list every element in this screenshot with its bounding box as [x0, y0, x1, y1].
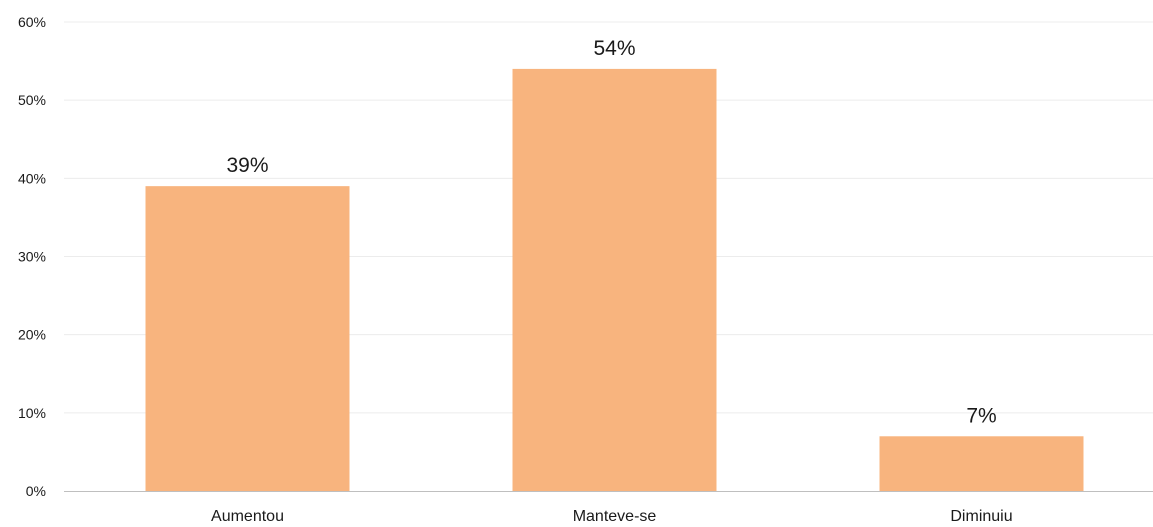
y-tick-label: 60% [18, 14, 46, 30]
x-tick-label: Manteve-se [573, 508, 657, 525]
bar [879, 436, 1084, 491]
y-tick-label: 20% [18, 327, 46, 343]
data-label: 54% [593, 37, 635, 60]
x-axis-ticks: Aumentou Manteve-se Diminuiu [211, 508, 1013, 525]
x-tick-label: Aumentou [211, 508, 284, 525]
data-labels: 39% 54% 7% [226, 37, 996, 427]
x-tick-label: Diminuiu [950, 508, 1012, 525]
y-tick-label: 50% [18, 92, 46, 108]
y-tick-label: 10% [18, 405, 46, 421]
y-tick-label: 0% [26, 483, 46, 499]
data-label: 7% [966, 404, 996, 427]
y-tick-label: 40% [18, 170, 46, 186]
y-tick-label: 30% [18, 249, 46, 265]
data-label: 39% [226, 154, 268, 177]
y-axis-ticks: 0% 10% 20% 30% 40% 50% 60% [18, 14, 46, 499]
bar [145, 186, 350, 491]
bar [512, 68, 717, 492]
bars [145, 68, 1084, 492]
